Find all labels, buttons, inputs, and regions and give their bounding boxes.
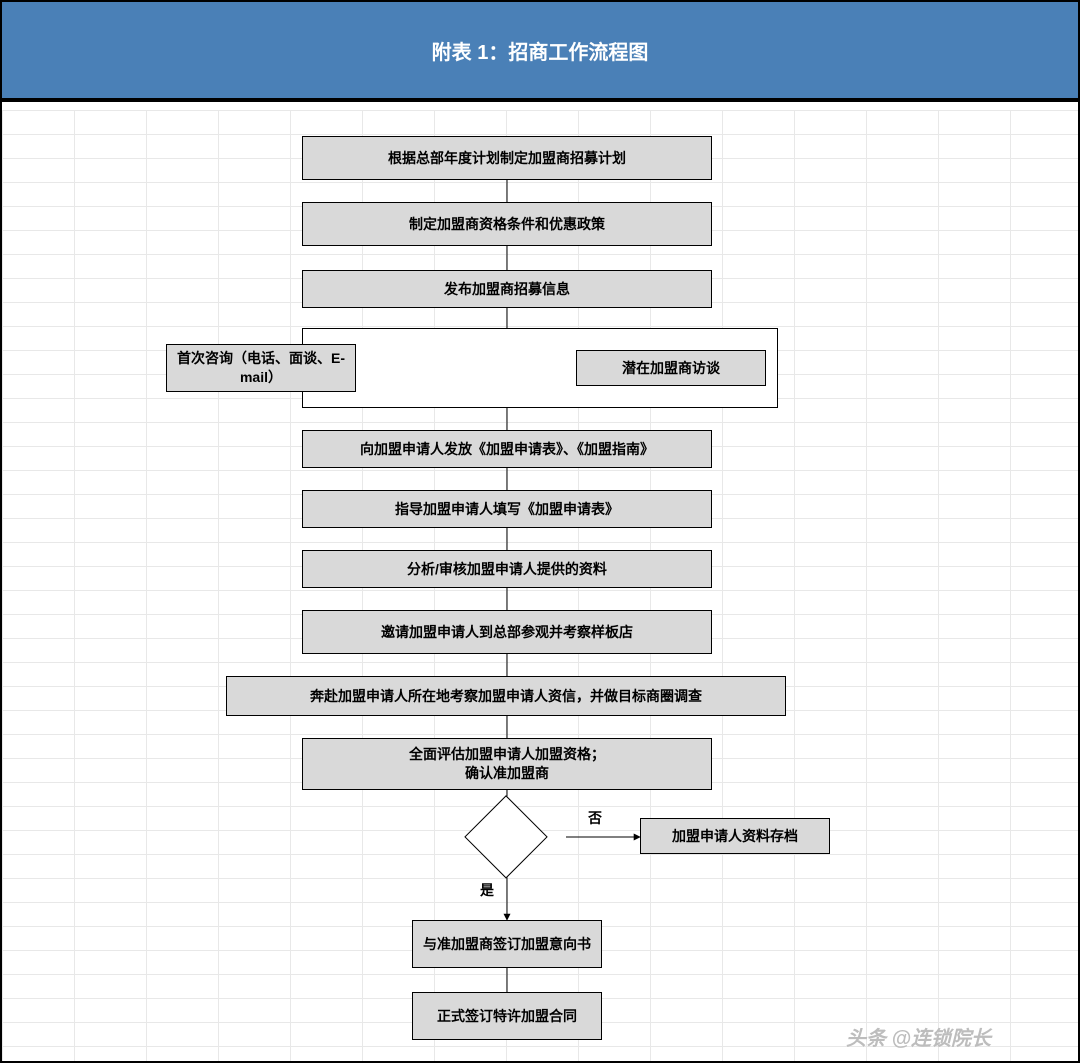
header-bar: 附表 1：招商工作流程图 [2, 2, 1078, 102]
flow-node-n12: 与准加盟商签订加盟意向书 [412, 920, 602, 968]
flow-node-n4b: 潜在加盟商访谈 [576, 350, 766, 386]
watermark-text: 头条 @连锁院长 [846, 1022, 991, 1051]
flow-node-n2: 制定加盟商资格条件和优惠政策 [302, 202, 712, 246]
decision-label-no: 否 [588, 808, 602, 828]
flow-node-n13: 正式签订特许加盟合同 [412, 992, 602, 1040]
decision-node [446, 806, 566, 868]
flow-node-n5: 向加盟申请人发放《加盟申请表》、《加盟指南》 [302, 430, 712, 468]
flow-node-n1: 根据总部年度计划制定加盟商招募计划 [302, 136, 712, 180]
flow-node-n3: 发布加盟商招募信息 [302, 270, 712, 308]
flow-node-n8: 邀请加盟申请人到总部参观并考察样板店 [302, 610, 712, 654]
flow-node-n11: 加盟申请人资料存档 [640, 818, 830, 854]
flow-node-n6: 指导加盟申请人填写《加盟申请表》 [302, 490, 712, 528]
header-title: 附表 1：招商工作流程图 [432, 36, 649, 65]
page: 附表 1：招商工作流程图 根据总部年度计划制定加盟商招募计划制定加盟商资格条件和… [0, 0, 1080, 1063]
flow-node-n10: 全面评估加盟申请人加盟资格；确认准加盟商 [302, 738, 712, 790]
flow-node-n9: 奔赴加盟申请人所在地考察加盟申请人资信，并做目标商圈调查 [226, 676, 786, 716]
flow-node-n7: 分析/审核加盟申请人提供的资料 [302, 550, 712, 588]
flow-node-n4a: 首次咨询（电话、面谈、E-mail） [166, 344, 356, 392]
decision-label-yes: 是 [480, 880, 494, 900]
